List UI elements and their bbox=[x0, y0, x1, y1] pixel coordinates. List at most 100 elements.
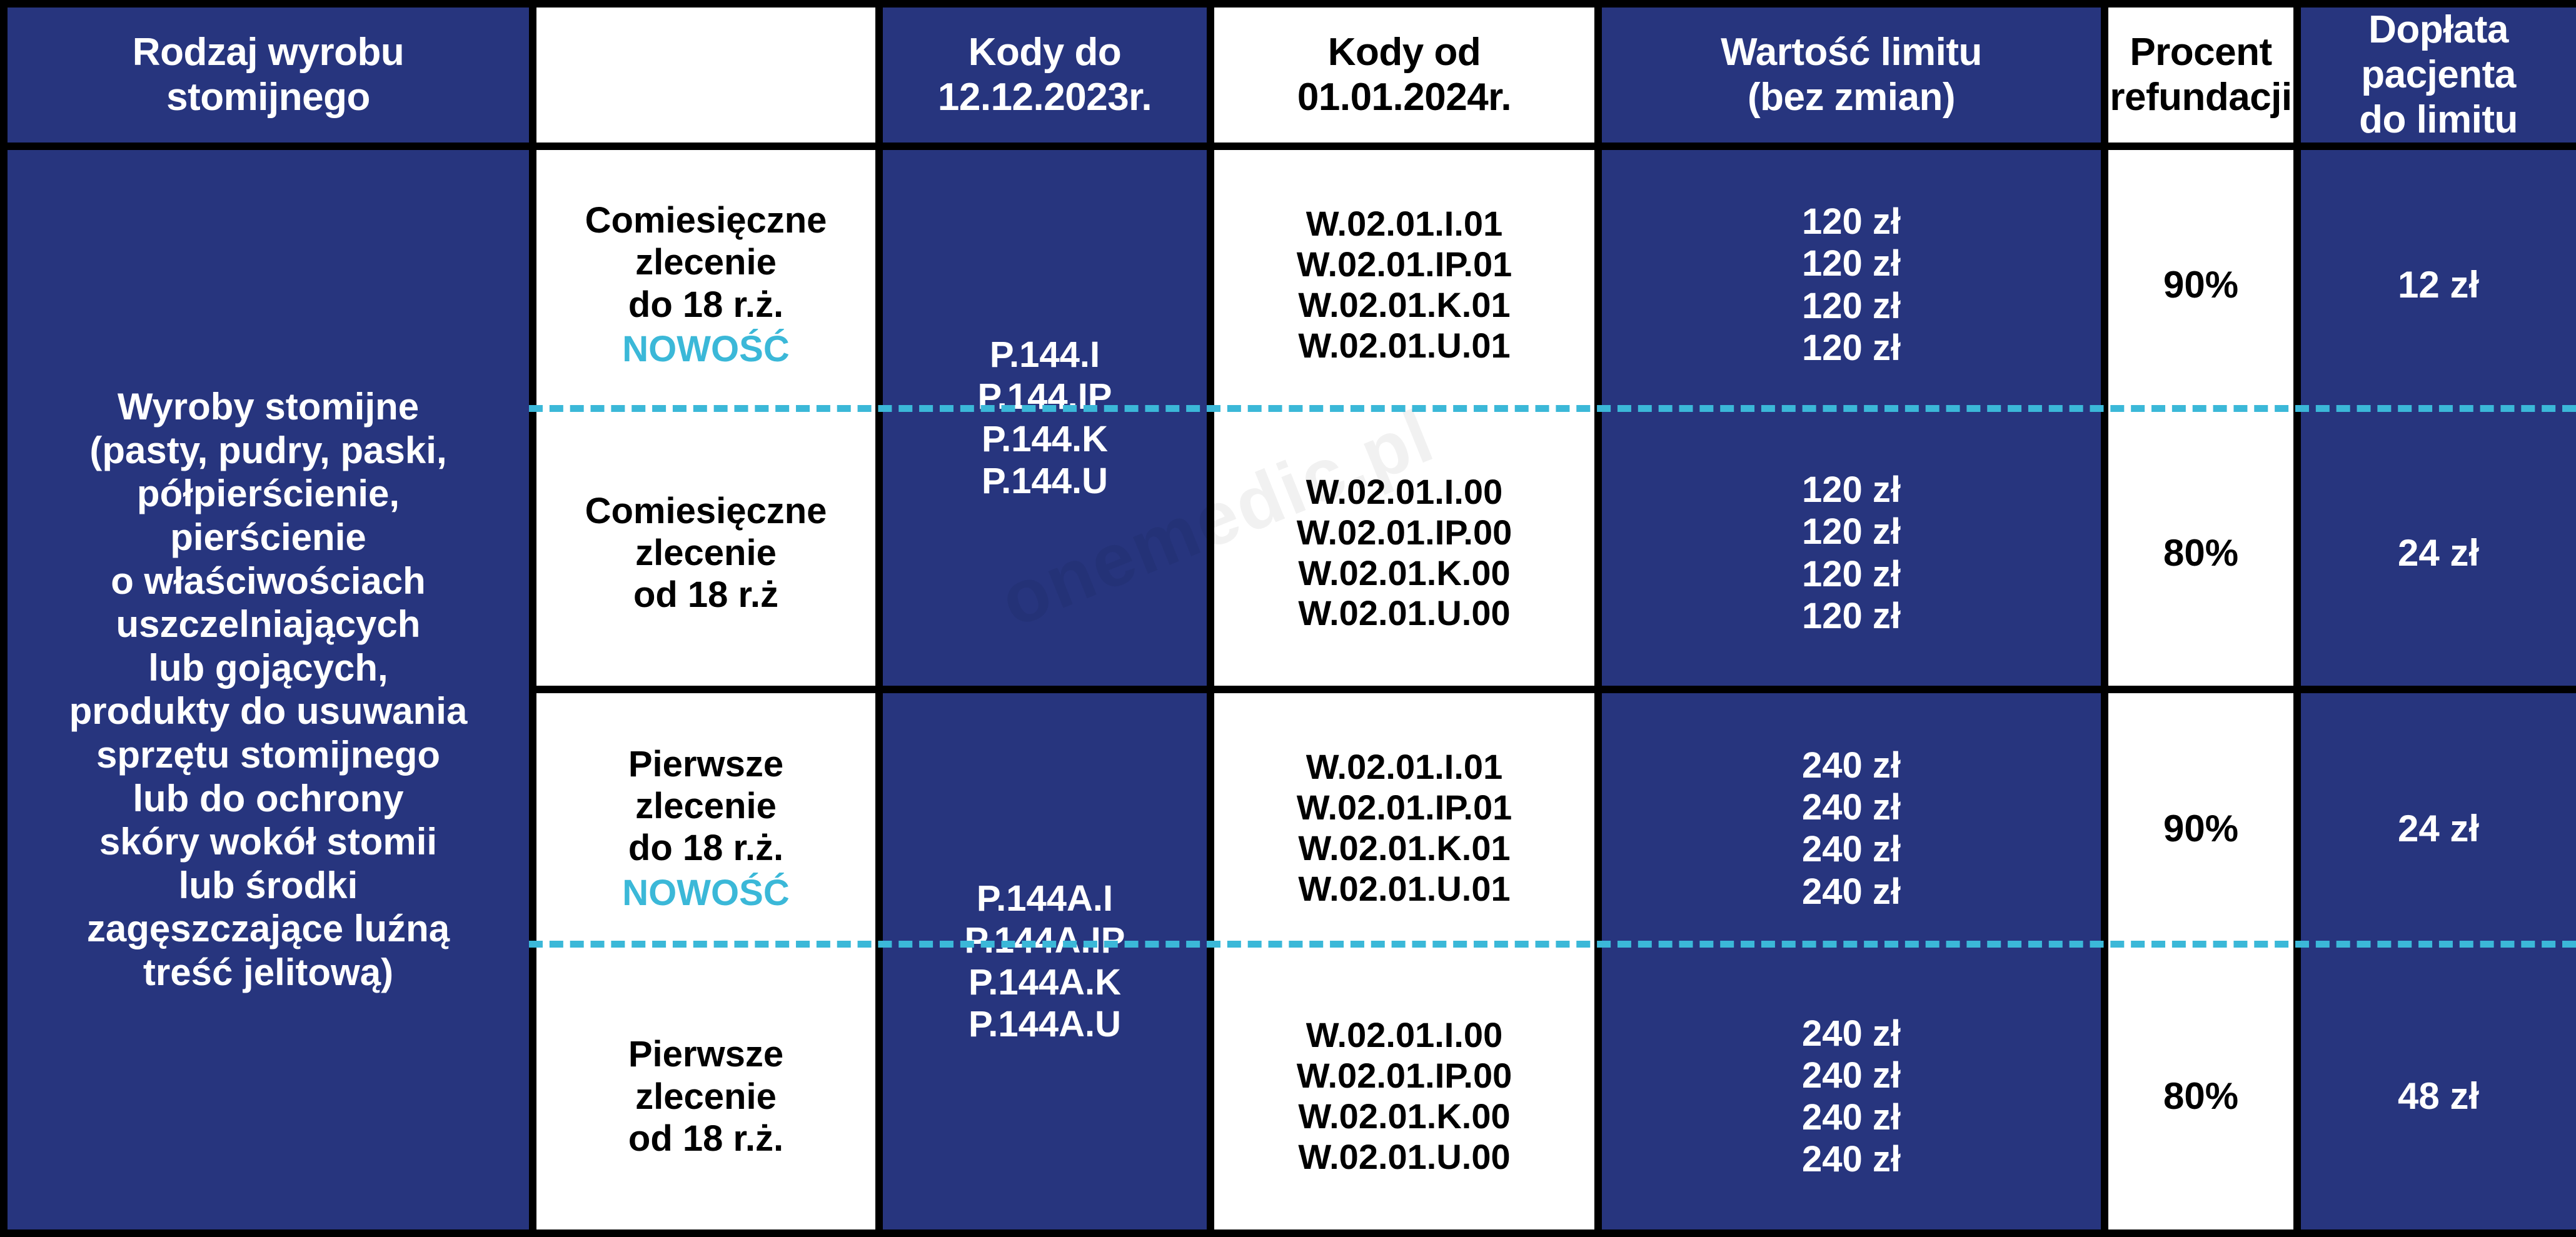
new-code: W.02.01.I.01 bbox=[1306, 747, 1503, 787]
order-line: Pierwsze bbox=[628, 743, 784, 784]
limit-value: 120 zł bbox=[1802, 553, 1901, 594]
order-line: od 18 r.ż bbox=[633, 574, 779, 616]
limit-value: 240 zł bbox=[1802, 1097, 1901, 1138]
cell-new-codes-monthly-under-18: W.02.01.I.01 W.02.01.IP.01 W.02.01.K.01 … bbox=[1207, 142, 1602, 420]
category-line: zagęszczające luźną bbox=[86, 908, 450, 950]
header-codes-new-line1: Kody od bbox=[1327, 30, 1481, 74]
header-patient-pay-line2: do limitu bbox=[2359, 98, 2518, 141]
category-line: produkty do usuwania bbox=[69, 690, 468, 733]
header-refund-pct: Procent refundacji bbox=[2101, 0, 2301, 150]
cell-refund-pct-first-under-18: 90% bbox=[2101, 686, 2301, 964]
header-product-type: Rodzaj wyrobu stomijnego bbox=[0, 0, 536, 150]
new-code: W.02.01.U.01 bbox=[1298, 869, 1511, 909]
header-codes-new: Kody od 01.01.2024r. bbox=[1207, 0, 1602, 150]
cell-patient-pay-first-over-18: 48 zł bbox=[2293, 963, 2576, 1237]
category-line: sprzętu stomijnego bbox=[96, 733, 441, 776]
header-refund-pct-line1: Procent bbox=[2130, 30, 2272, 74]
order-line: zlecenie bbox=[635, 532, 777, 573]
header-limit-value-line2: (bez zmian) bbox=[1747, 75, 1956, 119]
badge-nowosc: NOWOŚĆ bbox=[622, 872, 790, 913]
old-code: P.144A.K bbox=[969, 962, 1121, 1003]
limit-value: 120 zł bbox=[1802, 201, 1901, 243]
cell-refund-pct-first-over-18: 80% bbox=[2101, 963, 2301, 1237]
cell-patient-pay-first-under-18: 24 zł bbox=[2293, 686, 2576, 964]
new-code: W.02.01.U.00 bbox=[1298, 1137, 1511, 1177]
header-order-type bbox=[529, 0, 883, 150]
cell-new-codes-first-under-18: W.02.01.I.01 W.02.01.IP.01 W.02.01.K.01 … bbox=[1207, 686, 1602, 964]
header-codes-old-line1: Kody do bbox=[968, 30, 1122, 74]
old-code: P.144A.IP bbox=[964, 919, 1125, 961]
cell-limit-monthly-over-18: 120 zł 120 zł 120 zł 120 zł bbox=[1594, 419, 2108, 694]
order-line: Comiesięczne bbox=[585, 200, 827, 241]
limit-value: 120 zł bbox=[1802, 327, 1901, 368]
new-code: W.02.01.IP.01 bbox=[1296, 244, 1512, 284]
cell-limit-first-over-18: 240 zł 240 zł 240 zł 240 zł bbox=[1594, 963, 2108, 1237]
header-product-type-line2: stomijnego bbox=[166, 75, 370, 119]
cell-limit-first-under-18: 240 zł 240 zł 240 zł 240 zł bbox=[1594, 686, 2108, 964]
category-line: pierścienie bbox=[170, 516, 366, 558]
category-line: półpierścienie, bbox=[136, 473, 400, 515]
badge-nowosc: NOWOŚĆ bbox=[622, 328, 790, 369]
old-code: P.144A.U bbox=[969, 1004, 1121, 1045]
limit-value: 120 zł bbox=[1802, 469, 1901, 510]
cell-order-monthly-under-18: Comiesięczne zlecenie do 18 r.ż. NOWOŚĆ bbox=[529, 142, 883, 420]
cell-old-codes-monthly: P.144.I P.144.IP P.144.K P.144.U bbox=[875, 142, 1214, 694]
table-row: Pierwsze zlecenie od 18 r.ż. W.02.01.I.0… bbox=[4, 963, 2576, 1237]
cell-new-codes-monthly-over-18: W.02.01.I.00 W.02.01.IP.00 W.02.01.K.00 … bbox=[1207, 419, 1602, 694]
old-code: P.144.IP bbox=[977, 376, 1112, 418]
old-code: P.144A.I bbox=[976, 878, 1114, 919]
limit-value: 120 zł bbox=[1802, 285, 1901, 326]
limit-value: 240 zł bbox=[1802, 1054, 1901, 1096]
limit-value: 240 zł bbox=[1802, 1013, 1901, 1054]
limit-value: 240 zł bbox=[1802, 787, 1901, 828]
new-code: W.02.01.K.00 bbox=[1298, 553, 1511, 593]
header-limit-value: Wartość limitu (bez zmian) bbox=[1594, 0, 2108, 150]
order-line: zlecenie bbox=[635, 786, 777, 827]
limit-value: 120 zł bbox=[1802, 511, 1901, 553]
category-line: lub gojących, bbox=[148, 646, 388, 689]
order-line: Pierwsze bbox=[628, 1034, 784, 1075]
new-code: W.02.01.IP.00 bbox=[1296, 512, 1512, 552]
cell-order-monthly-over-18: Comiesięczne zlecenie od 18 r.ż bbox=[529, 419, 883, 694]
cell-category-stoma-products: Wyroby stomijne (pasty, pudry, paski, pó… bbox=[0, 142, 536, 1237]
header-limit-value-line1: Wartość limitu bbox=[1721, 30, 1982, 74]
table-header-row: Rodzaj wyrobu stomijnego Kody do 12.12.2… bbox=[0, 0, 2576, 150]
header-codes-old: Kody do 12.12.2023r. bbox=[875, 0, 1214, 150]
category-line: skóry wokół stomii bbox=[99, 821, 438, 863]
header-patient-pay: Dopłata pacjenta do limitu bbox=[2293, 0, 2576, 150]
new-code: W.02.01.I.00 bbox=[1306, 1015, 1503, 1055]
table-row: Wyroby stomijne (pasty, pudry, paski, pó… bbox=[0, 142, 2576, 1237]
old-code: P.144.K bbox=[981, 418, 1109, 459]
order-line: Comiesięczne bbox=[585, 490, 827, 531]
new-code: W.02.01.U.01 bbox=[1298, 325, 1511, 365]
order-line: do 18 r.ż. bbox=[628, 284, 784, 325]
cell-patient-pay-monthly-over-18: 24 zł bbox=[2293, 419, 2576, 694]
table-row: Pierwsze zlecenie do 18 r.ż. NOWOŚĆ P.14… bbox=[4, 686, 2576, 1237]
order-line: zlecenie bbox=[635, 242, 777, 283]
new-code: W.02.01.K.01 bbox=[1298, 828, 1511, 868]
old-code: P.144.I bbox=[989, 334, 1100, 375]
header-codes-new-line2: 01.01.2024r. bbox=[1297, 75, 1512, 119]
category-line: Wyroby stomijne bbox=[117, 386, 420, 428]
new-code: W.02.01.I.01 bbox=[1306, 203, 1503, 243]
order-line: zlecenie bbox=[635, 1076, 777, 1117]
cell-limit-monthly-under-18: 120 zł 120 zł 120 zł 120 zł bbox=[1594, 142, 2108, 420]
cell-order-first-over-18: Pierwsze zlecenie od 18 r.ż. bbox=[529, 963, 883, 1237]
category-line: uszczelniających bbox=[116, 603, 421, 646]
header-product-type-line1: Rodzaj wyrobu bbox=[132, 30, 405, 74]
order-line: od 18 r.ż. bbox=[628, 1118, 784, 1159]
header-codes-old-line2: 12.12.2023r. bbox=[937, 75, 1152, 119]
new-code: W.02.01.IP.01 bbox=[1296, 788, 1512, 828]
cell-old-codes-first: P.144A.I P.144A.IP P.144A.K P.144A.U bbox=[875, 686, 1214, 1237]
new-code: W.02.01.K.01 bbox=[1298, 284, 1511, 324]
new-code: W.02.01.U.00 bbox=[1298, 593, 1511, 633]
order-line: do 18 r.ż. bbox=[628, 828, 784, 869]
category-line: o właściwościach bbox=[111, 559, 426, 602]
table-row: Comiesięczne zlecenie od 18 r.ż W.02.01.… bbox=[4, 419, 2576, 694]
limit-value: 240 zł bbox=[1802, 871, 1901, 912]
limit-value: 240 zł bbox=[1802, 744, 1901, 786]
limit-value: 240 zł bbox=[1802, 1139, 1901, 1180]
category-line: lub do ochrony bbox=[133, 777, 404, 819]
